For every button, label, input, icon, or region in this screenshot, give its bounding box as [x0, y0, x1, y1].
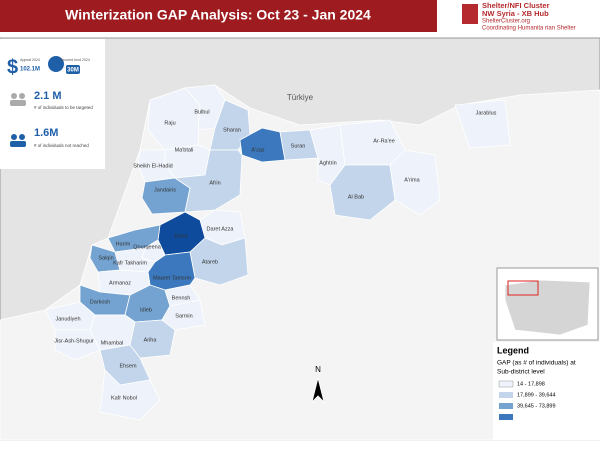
- sub-districts: [44, 84, 511, 421]
- legend-subtitle: Sub-district level: [497, 369, 545, 376]
- place-label: A'rima: [404, 177, 420, 183]
- place-label: Bennsh: [172, 295, 191, 301]
- place-label: Mhambal: [101, 340, 124, 346]
- place-label: Dana: [174, 233, 188, 239]
- indicator-label: # of individuals not reached: [34, 143, 89, 148]
- north-arrow: [311, 377, 325, 404]
- place-label: Janudiyeh: [55, 316, 80, 322]
- place-label: Ar-Ra'ee: [373, 138, 395, 144]
- money-bag-icon: [48, 56, 64, 72]
- place-label: Atareb: [202, 259, 218, 265]
- place-label: Kafr Nobol: [111, 395, 137, 401]
- place-label: Daret Azza: [207, 226, 235, 232]
- place-labels: Raju Bulbul Sharan A'zaz Suran Ma'btali …: [54, 109, 496, 401]
- place-label: Harim: [116, 241, 131, 247]
- legend-box: [493, 342, 600, 440]
- stat-label: Secured fund 2024: [60, 58, 90, 62]
- title: Winterization GAP Analysis: Oct 23 - Jan…: [65, 7, 371, 23]
- logo-text: ShelterCluster.org: [482, 19, 530, 25]
- place-label: Sarmin: [175, 313, 192, 319]
- indicator-value: 2.1 M: [34, 90, 62, 102]
- north-label: N: [315, 365, 321, 374]
- place-label: Ariha: [144, 337, 158, 343]
- place-label: Sheikh El-Hadid: [133, 163, 172, 169]
- place-label: A'zaz: [251, 147, 265, 153]
- country-label: Türkiye: [287, 93, 314, 102]
- place-label: Maaret Tamsrin: [153, 275, 191, 281]
- logo-text: NW Syria - XB Hub: [482, 9, 549, 18]
- legend-swatch: [499, 403, 513, 409]
- legend-title: Legend: [497, 345, 529, 355]
- place-label: Raju: [164, 120, 175, 126]
- place-label: Sharan: [223, 127, 241, 133]
- place-label: Jarablus: [476, 110, 497, 116]
- inset-land: [504, 279, 591, 336]
- logo-text: Shelter/NFI Cluster: [482, 1, 550, 10]
- legend-subtitle: GAP (as # of individuals) at: [497, 360, 576, 367]
- stat-value: 30M: [67, 68, 79, 74]
- place-label: Ehsem: [119, 363, 137, 369]
- place-label: Idleb: [140, 307, 152, 313]
- place-label: Aghtrin: [319, 160, 336, 166]
- place-label: Qourqeena: [133, 244, 161, 250]
- logo-icon: [462, 4, 478, 24]
- place-label: Jisr-Ash-Shugur: [54, 338, 94, 344]
- stat-value-bg: [66, 65, 80, 74]
- place-label: Ma'btali: [175, 147, 194, 153]
- legend-swatch: [499, 414, 513, 420]
- indicator-value: 1.6M: [34, 127, 58, 139]
- dollar-icon: $: [7, 56, 18, 78]
- place-label: Suran: [291, 143, 306, 149]
- indicator-label: # of individuals to be targeted: [34, 105, 93, 110]
- place-label: Armanaz: [109, 280, 131, 286]
- place-label: Darkosh: [90, 299, 110, 305]
- logo-text: Coordinating Humanita rian Shelter: [482, 26, 576, 32]
- place-label: Salqin: [98, 255, 113, 261]
- inset-extent: [507, 280, 539, 296]
- place-label: Afrin: [209, 180, 220, 186]
- people-icon-gray: [10, 93, 26, 106]
- place-label: Bulbul: [194, 109, 209, 115]
- people-icon-blue: [10, 134, 26, 147]
- place-label: Kafr Takharim: [113, 260, 147, 266]
- place-label: Jandairis: [154, 187, 176, 193]
- header-bar: [0, 0, 437, 32]
- legend-swatch: [498, 380, 514, 388]
- legend-label: 14 - 17,898: [517, 381, 545, 387]
- legend-label: 17,899 - 39,644: [517, 392, 556, 398]
- stat-label: Appeal 2024: [20, 58, 40, 62]
- stat-value: 102.1M: [20, 67, 40, 73]
- legend-label: 39,645 - 73,899: [517, 403, 556, 409]
- place-label: Al Bab: [348, 194, 364, 200]
- legend-swatch: [499, 392, 513, 398]
